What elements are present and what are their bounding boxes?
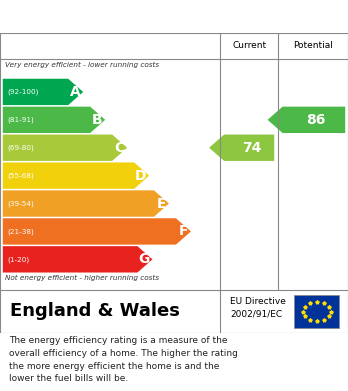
Text: 86: 86 — [307, 113, 326, 127]
Text: England & Wales: England & Wales — [10, 303, 180, 321]
Text: (1-20): (1-20) — [7, 256, 29, 263]
Polygon shape — [209, 135, 274, 161]
Text: 74: 74 — [242, 141, 261, 155]
Polygon shape — [3, 107, 105, 133]
Text: G: G — [138, 252, 150, 266]
Polygon shape — [3, 246, 152, 273]
Text: A: A — [70, 85, 80, 99]
Polygon shape — [3, 218, 191, 245]
Polygon shape — [3, 135, 127, 161]
Text: C: C — [114, 141, 124, 155]
Text: Very energy efficient - lower running costs: Very energy efficient - lower running co… — [5, 62, 159, 68]
Text: Energy Efficiency Rating: Energy Efficiency Rating — [9, 9, 238, 27]
Text: Not energy efficient - higher running costs: Not energy efficient - higher running co… — [5, 275, 159, 282]
Text: B: B — [92, 113, 102, 127]
Text: (21-38): (21-38) — [7, 228, 34, 235]
Text: (92-100): (92-100) — [7, 89, 38, 95]
Polygon shape — [3, 79, 83, 105]
Text: E: E — [157, 197, 166, 210]
Polygon shape — [268, 107, 345, 133]
Polygon shape — [3, 162, 149, 189]
Text: Current: Current — [232, 41, 266, 50]
Text: (39-54): (39-54) — [7, 200, 34, 207]
Text: (55-68): (55-68) — [7, 172, 34, 179]
Text: EU Directive
2002/91/EC: EU Directive 2002/91/EC — [230, 297, 286, 319]
Text: (69-80): (69-80) — [7, 145, 34, 151]
Bar — [294, 295, 339, 328]
Text: F: F — [179, 224, 188, 239]
Text: The energy efficiency rating is a measure of the
overall efficiency of a home. T: The energy efficiency rating is a measur… — [9, 336, 238, 384]
Text: D: D — [135, 169, 147, 183]
Text: (81-91): (81-91) — [7, 117, 34, 123]
Polygon shape — [3, 190, 169, 217]
Text: Potential: Potential — [293, 41, 333, 50]
